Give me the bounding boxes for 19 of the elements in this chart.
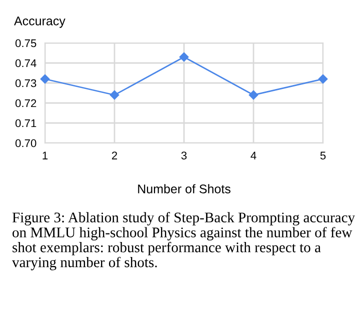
- caption: Figure 3: Ablation study of Step-Back Prompting accuracy on MMLU high-school Physics against the number of few shot exemplars: robust performance with respect to a varying number of shots.: [12, 212, 355, 270]
- point: [318, 74, 328, 84]
- x-tick-label: 1: [42, 152, 48, 160]
- y-tick-label: 0.73: [15, 79, 36, 88]
- x-tick-label: 2: [112, 152, 118, 160]
- x-axis-title: Number of Shots: [138, 184, 230, 194]
- point: [110, 90, 120, 100]
- point: [248, 90, 258, 100]
- y-tick-label: 0.71: [15, 119, 36, 128]
- y-tick-label: 0.72: [15, 99, 36, 108]
- x-tick-label: 5: [320, 152, 326, 160]
- point: [40, 74, 50, 84]
- point: [179, 52, 189, 62]
- y-tick-label: 0.74: [15, 59, 36, 68]
- y-tick-label: 0.70: [15, 139, 36, 148]
- y-axis-title: Accuracy: [14, 16, 66, 28]
- x-tick-label: 4: [250, 152, 256, 160]
- x-tick-label: 3: [181, 152, 187, 160]
- y-tick-label: 0.75: [15, 39, 36, 48]
